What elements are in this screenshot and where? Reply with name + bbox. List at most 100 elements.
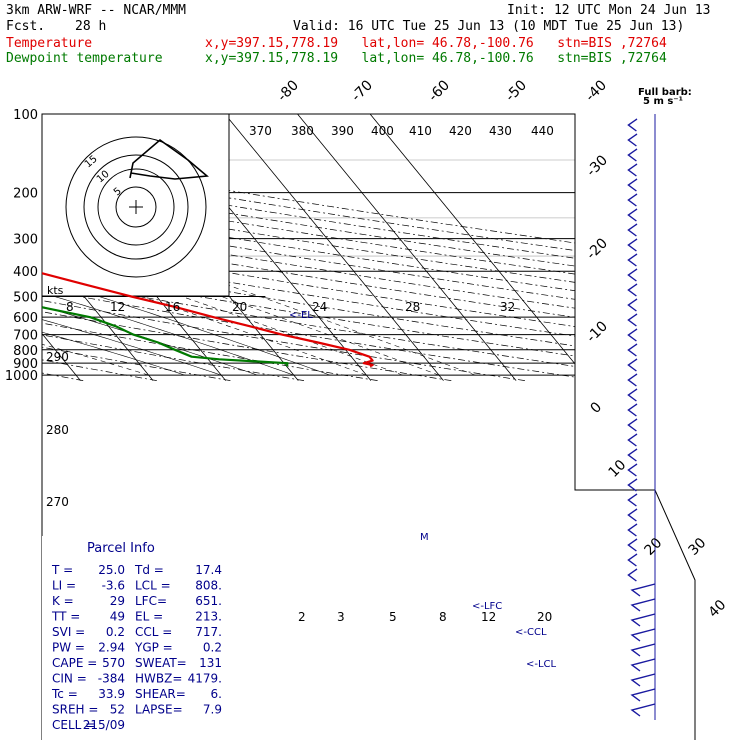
pressure-label-600: 600 (13, 311, 38, 326)
parcel-info-cell: TT = (51, 610, 80, 624)
theta-e-label: 390 (331, 124, 354, 138)
isotherm-label: -20 (584, 235, 611, 262)
wind-barb (627, 193, 638, 207)
parcel-info-cell: -3.6 (102, 579, 125, 593)
mixing-ratio-label: 20 (232, 300, 247, 314)
lcl-annotation: <-LCL (526, 659, 557, 670)
wind-barb (627, 433, 638, 447)
dewpoint-location: x,y=397.15,778.19 lat,lon= 46.78,-100.76… (205, 51, 667, 66)
dry-adiabat (42, 114, 673, 381)
parcel-info-cell: 6. (211, 687, 222, 701)
isotherm-label: -60 (426, 77, 453, 104)
mixing-ratio-label: 5 (389, 610, 397, 624)
wind-barb (627, 343, 638, 357)
parcel-info-cell: 0.2 (203, 641, 222, 655)
init-time: Init: 12 UTC Mon 24 Jun 13 (507, 3, 711, 18)
wind-barb (627, 538, 638, 552)
parcel-info-cell: LI = (52, 579, 76, 593)
parcel-info-cell: 0.2 (106, 625, 125, 639)
temperature-profile (42, 114, 374, 368)
wind-barb (627, 283, 638, 297)
wind-barb (627, 553, 638, 567)
isotherm-label: -10 (584, 318, 611, 345)
hodograph-ring (83, 154, 189, 260)
theta-e-label: 440 (531, 124, 554, 138)
isotherm (0, 102, 8, 381)
parcel-info-cell: HWBZ= (135, 672, 182, 686)
mixing-ratio-label: 12 (110, 300, 125, 314)
theta-e-label: 380 (291, 124, 314, 138)
moist-adiabat (42, 167, 331, 376)
wind-barb (627, 223, 638, 237)
hodograph-ring (97, 168, 175, 246)
isotherm-label: -40 (583, 77, 610, 104)
dry-adiabat (42, 114, 525, 381)
parcel-info-cell: Td = (134, 563, 164, 577)
mixing-ratio-label: 3 (337, 610, 345, 624)
theta-label: 280 (46, 423, 69, 437)
isotherm (214, 114, 444, 381)
barb-legend-line2: 5 m s⁻¹ (643, 96, 683, 107)
wind-barb (627, 493, 638, 507)
mixing-ratio-label: 20 (537, 610, 552, 624)
dry-adiabat (42, 114, 695, 381)
dewpoint-legend-label: Dewpoint temperature (6, 51, 163, 66)
pressure-label-800: 800 (13, 344, 38, 359)
theta-e-label: 420 (449, 124, 472, 138)
parcel-info-cell: 49 (110, 610, 125, 624)
pressure-label-700: 700 (13, 329, 38, 344)
wind-barb (630, 688, 656, 702)
parcel-info-cell: -384 (98, 672, 125, 686)
parcel-info-cell: 213. (195, 610, 222, 624)
moist-adiabat (42, 159, 440, 376)
wind-barb (627, 208, 638, 222)
dry-adiabat (42, 114, 695, 381)
isotherm (42, 114, 154, 381)
dry-adiabat (42, 114, 695, 381)
parcel-info-title: Parcel Info (87, 541, 155, 556)
parcel-info-cell: 7.9 (203, 703, 222, 717)
isotherm (287, 114, 517, 381)
parcel-info-cell: 215/09 (83, 718, 125, 732)
parcel-info-cell: CAPE = (52, 656, 97, 670)
isotherm (359, 114, 590, 381)
isotherm-label: 0 (588, 399, 606, 417)
wind-barb (627, 133, 638, 147)
isotherm-label: 40 (706, 597, 730, 621)
m-annotation: M (420, 532, 429, 543)
valid-time: Valid: 16 UTC Tue 25 Jun 13 (10 MDT Tue … (293, 19, 685, 34)
forecast-label: Fcst. (6, 19, 46, 34)
parcel-info-cell: CCL = (135, 625, 172, 639)
mixing-ratio-label: 12 (481, 610, 496, 624)
mixing-ratio-label: 28 (405, 300, 420, 314)
dry-adiabat (42, 114, 695, 381)
hodograph-ring (65, 136, 207, 278)
parcel-info-cell: SVI = (52, 625, 85, 639)
isotherm-label: 30 (686, 535, 710, 559)
pressure-label-1000: 1000 (5, 369, 38, 384)
isotherm-label: 20 (642, 535, 666, 559)
isotherm-label: -80 (275, 77, 302, 104)
parcel-info-cell: 570 (102, 656, 125, 670)
parcel-info-cell: LCL = (135, 579, 171, 593)
el-annotation: <-EL (289, 310, 313, 321)
theta-e-label: 370 (249, 124, 272, 138)
dry-adiabat (42, 114, 157, 381)
wind-barb (627, 178, 638, 192)
dry-adiabat (42, 114, 231, 381)
wind-barb (627, 418, 638, 432)
wind-barb (630, 628, 656, 642)
wind-barb (630, 583, 656, 597)
parcel-info-cell: EL = (135, 610, 163, 624)
isotherm-label: -70 (349, 77, 376, 104)
theta-e-label: 430 (489, 124, 512, 138)
parcel-info-cell: CELL = (52, 718, 95, 732)
parcel-info-cell: LFC= (135, 594, 167, 608)
pressure-label-400: 400 (13, 265, 38, 280)
dry-adiabat (42, 114, 695, 381)
parcel-info-cell: CIN = (52, 672, 87, 686)
parcel-info-cell: 33.9 (98, 687, 125, 701)
wind-barb (630, 643, 656, 657)
isotherm-label: 10 (606, 457, 630, 481)
theta-e-label: 400 (371, 124, 394, 138)
